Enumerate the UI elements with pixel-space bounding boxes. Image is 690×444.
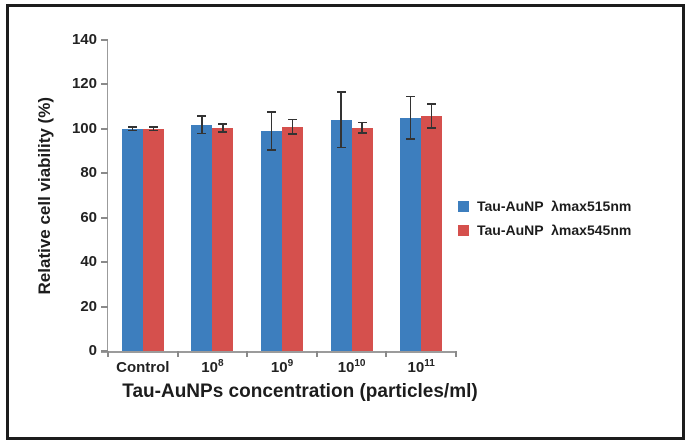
error-bar-cap [336,146,346,149]
error-bar-line [291,119,294,134]
y-tick-label: 0 [88,342,97,359]
error-bar-line [152,127,155,131]
y-tick-label: 80 [80,164,97,182]
error-bar-cap [288,118,297,121]
error-bar-cap [127,129,137,132]
y-tick-label: 140 [71,31,97,48]
legend-label-515nm: Tau-AuNP λmax515nm [477,198,632,214]
x-tick [176,351,179,357]
error-bar-line [222,123,224,132]
x-tick [107,351,109,357]
error-bar-cap [357,132,367,134]
x-tick [315,351,318,357]
x-tick [385,351,388,357]
bar-515nm-1 [191,124,213,351]
y-axis-line [107,40,108,351]
error-bar-cap [218,123,228,125]
y-tick [101,83,108,86]
x-axis-title: Tau-AuNPs concentration (particles/ml) [122,381,478,402]
y-axis-title: Relative cell viability (%) [35,96,54,295]
error-bar-line [201,115,203,134]
y-tick-label: 120 [71,75,97,93]
error-bar-cap [267,149,276,151]
error-bar-cap [197,132,207,135]
y-tick [101,172,108,175]
legend-swatch-blue-icon [458,200,469,212]
bar-515nm-4 [400,117,422,351]
bar-515nm-0 [121,128,143,351]
error-bar-line [270,112,273,150]
bar-545nm-2 [282,126,303,351]
error-bar-line [131,127,134,131]
error-bar-cap [427,127,437,129]
x-tick-label-4: 1011 [407,358,435,377]
error-bar-cap [148,126,158,128]
x-tick-label-3: 1010 [337,358,366,377]
legend: Tau-AuNP λmax515nm Tau-AuNP λmax545nm [458,198,631,246]
x-tick [455,351,457,357]
y-tick [101,39,108,41]
y-tick-label: 60 [80,208,97,226]
x-axis-line [101,351,457,353]
error-bar-cap [357,121,367,124]
error-bar-cap [406,95,416,98]
x-tick-label-2: 109 [270,358,294,377]
error-bar-cap [267,111,276,113]
y-tick-label: 20 [80,297,97,315]
legend-item-515nm: Tau-AuNP λmax515nm [458,198,631,214]
y-tick-label: 40 [80,253,97,271]
bar-545nm-1 [212,127,234,351]
error-bar-line [430,103,433,129]
bar-515nm-3 [330,119,352,351]
error-bar-line [409,96,412,139]
y-tick [101,305,108,308]
y-tick [101,216,108,219]
y-tick [101,127,108,130]
error-bar-cap [127,126,137,128]
y-tick-label: 100 [71,119,97,137]
bar-515nm-2 [261,131,282,351]
bar-545nm-4 [421,115,443,351]
y-tick [101,261,108,264]
x-tick-label-1: 108 [201,358,224,377]
legend-swatch-red-icon [458,224,469,236]
legend-item-545nm: Tau-AuNP λmax545nm [458,222,631,238]
y-axis-title-box: Relative cell viability (%) [28,40,62,351]
x-tick-label-0: Control [116,359,170,376]
y-tick [101,350,108,352]
legend-label-545nm: Tau-AuNP λmax545nm [477,222,632,238]
error-bar-cap [218,131,228,133]
error-bar-line [361,122,363,134]
error-bar-cap [197,115,207,117]
bar-545nm-0 [142,128,164,351]
error-bar-cap [427,103,437,105]
error-bar-cap [288,133,297,135]
error-bar-cap [148,129,158,132]
error-bar-line [340,92,342,148]
error-bar-cap [406,138,416,140]
x-tick [246,351,249,357]
error-bar-cap [336,91,346,93]
bar-545nm-3 [351,127,373,351]
